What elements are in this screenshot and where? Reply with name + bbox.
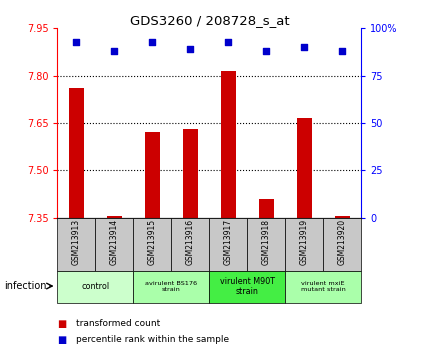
Text: GSM213919: GSM213919: [300, 219, 309, 266]
Bar: [133, 218, 171, 271]
Point: [263, 48, 270, 54]
Text: GSM213920: GSM213920: [338, 219, 347, 266]
Bar: [259, 199, 274, 218]
Point: [111, 48, 118, 54]
Bar: [145, 132, 160, 218]
Bar: [57, 271, 133, 303]
Point: [301, 45, 308, 50]
Bar: [171, 218, 209, 271]
Text: control: control: [81, 282, 109, 291]
Text: ■: ■: [57, 319, 67, 329]
Text: GSM213918: GSM213918: [262, 219, 271, 265]
Bar: [221, 71, 236, 218]
Text: ■: ■: [57, 335, 67, 345]
Text: percentile rank within the sample: percentile rank within the sample: [76, 335, 230, 344]
Bar: [183, 129, 198, 218]
Bar: [334, 216, 350, 218]
Text: GSM213917: GSM213917: [224, 219, 233, 266]
Point: [149, 39, 156, 44]
Text: GSM213913: GSM213913: [72, 219, 81, 266]
Bar: [107, 216, 122, 218]
Point: [225, 39, 232, 44]
Bar: [247, 218, 285, 271]
Point: [73, 39, 80, 44]
Bar: [285, 271, 361, 303]
Text: infection: infection: [4, 281, 47, 291]
Bar: [133, 271, 209, 303]
Point: [339, 48, 346, 54]
Text: GSM213916: GSM213916: [186, 219, 195, 266]
Bar: [69, 88, 84, 218]
Text: avirulent BS176
strain: avirulent BS176 strain: [145, 281, 197, 292]
Text: virulent M90T
strain: virulent M90T strain: [220, 277, 275, 296]
Bar: [95, 218, 133, 271]
Text: transformed count: transformed count: [76, 319, 161, 329]
Text: virulent mxiE
mutant strain: virulent mxiE mutant strain: [301, 281, 346, 292]
Text: GSM213914: GSM213914: [110, 219, 119, 266]
Bar: [297, 118, 312, 218]
Bar: [285, 218, 323, 271]
Text: GSM213915: GSM213915: [148, 219, 157, 266]
Bar: [209, 271, 285, 303]
Title: GDS3260 / 208728_s_at: GDS3260 / 208728_s_at: [130, 14, 289, 27]
Bar: [323, 218, 361, 271]
Bar: [57, 218, 95, 271]
Bar: [209, 218, 247, 271]
Point: [187, 46, 194, 52]
